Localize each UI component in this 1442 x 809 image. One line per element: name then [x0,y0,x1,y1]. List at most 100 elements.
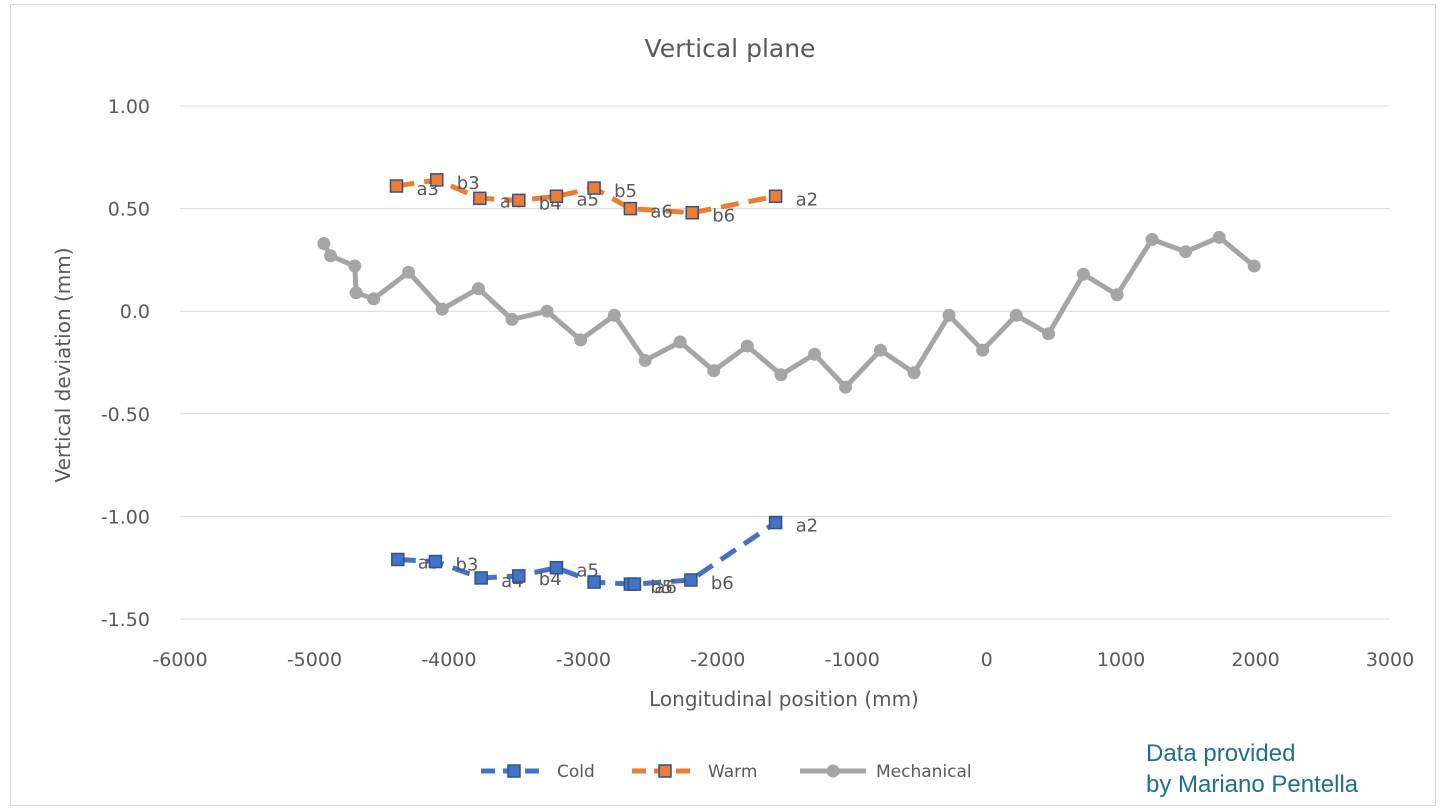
data-point [430,173,444,187]
data-point [740,339,754,353]
data-point [976,343,990,357]
point-label: a6 [654,577,676,598]
data-point [549,560,564,575]
legend-label: Warm [708,762,757,782]
data-point [474,571,488,585]
y-tick-label: -1.50 [101,609,150,631]
credit-line-2: by Mariano Pentella [1146,771,1359,798]
series-layer: a3b3a4b4a5b5a6b6a2a3b3a4b4a5b5a6b6a2 [317,173,1261,598]
point-label: b3 [457,173,480,194]
data-point [707,364,721,378]
data-point [907,366,921,380]
point-label: b3 [455,555,478,576]
data-point [623,201,638,216]
data-point [627,577,642,591]
x-tick-label: -2000 [690,649,745,671]
data-point [428,554,443,569]
data-point [574,333,588,347]
data-point [512,569,526,583]
y-tick-label: 0.50 [108,199,150,221]
x-tick-label: 2000 [1231,649,1279,671]
gridlines [180,105,1390,620]
legend-item-mechanical: Mechanical [800,762,972,782]
y-axis-label: Vertical deviation (mm) [51,247,75,482]
series-line [396,177,777,216]
data-point [391,552,405,567]
data-point [435,302,449,316]
series-line [321,234,1256,390]
legend-item-warm: Warm [632,762,757,782]
point-label: a6 [650,202,672,223]
data-point [685,205,699,220]
data-point [1009,308,1023,322]
credit-line-1: Data provided [1146,740,1296,767]
legend-marker [826,764,840,778]
x-axis-ticks: -6000 -5000 -4000 -3000 -2000 -1000 0 1000 2000 3… [152,649,1414,671]
chart-frame [10,4,1436,806]
x-tick-label: 0 [981,649,993,671]
data-point [638,353,652,367]
point-label: b6 [711,573,734,594]
data-point [348,259,362,273]
series-line [397,520,778,587]
y-axis-ticks: 1.00 0.50 0.0 -0.50 -1.00 -1.50 [101,96,150,631]
data-point [768,515,783,530]
legend-label: Cold [557,762,595,782]
data-point [942,308,956,322]
legend-marker [658,764,672,778]
data-point [873,343,887,357]
x-tick-label: -6000 [152,649,207,671]
x-tick-label: -1000 [825,649,880,671]
y-tick-label: 0.0 [120,301,150,323]
data-point [512,193,526,208]
data-point [684,573,698,587]
y-tick-label: -0.50 [101,404,150,426]
x-tick-label: -3000 [556,649,611,671]
data-point [324,249,338,263]
point-label: a2 [796,516,818,537]
point-label: b6 [712,206,735,227]
data-point [607,308,621,322]
data-point [1179,245,1193,259]
y-tick-label: 1.00 [108,96,150,118]
data-credit: Data provided by Mariano Pentella [1146,738,1358,800]
x-tick-label: -5000 [287,649,342,671]
data-point [471,282,485,296]
legend-item-cold: Cold [481,762,595,782]
data-point [1110,288,1124,302]
data-point [1042,327,1056,341]
data-point [349,286,363,300]
chart-title: Vertical plane [645,34,816,63]
x-axis-label: Longitudinal position (mm) [649,687,919,711]
data-point [505,312,519,326]
data-point [1247,259,1261,273]
data-point [1212,230,1226,244]
x-tick-label: -4000 [421,649,476,671]
legend-marker [507,764,521,778]
data-point [540,304,554,318]
legend-label: Mechanical [876,762,972,782]
x-tick-label: 3000 [1366,649,1414,671]
data-point [673,335,687,349]
point-label: b5 [650,577,673,598]
data-point [402,265,416,279]
data-point [808,347,822,361]
data-point [367,292,381,306]
data-point [317,236,331,250]
data-point [473,191,487,206]
data-point [839,380,852,394]
data-point [587,181,601,195]
legend: Cold Warm Mechanical [481,762,972,782]
series-mechanical [317,230,1261,394]
data-point [1076,267,1090,281]
data-point [1145,232,1159,246]
data-point [768,189,783,204]
x-tick-label: 1000 [1097,649,1145,671]
data-point [587,575,601,589]
data-point [774,368,788,382]
point-label: a2 [796,189,818,210]
y-tick-label: -1.00 [101,506,150,528]
